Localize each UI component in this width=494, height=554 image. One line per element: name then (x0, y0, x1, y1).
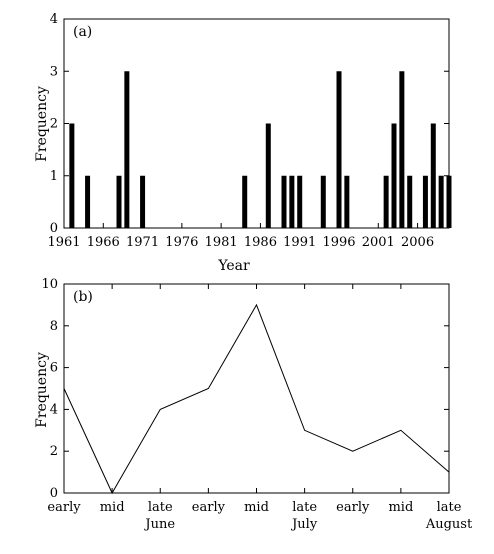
panel-label-b: (b) (73, 289, 93, 305)
bar (116, 175, 122, 228)
plot-frame-a (63, 18, 450, 229)
x-tick-label: 1986 (244, 235, 277, 250)
month-label: June (143, 517, 175, 532)
bar (297, 175, 303, 228)
bar (446, 175, 452, 228)
bar (281, 175, 287, 228)
x-tick-label: late (292, 500, 317, 515)
bar (69, 123, 75, 228)
x-tick-label: early (47, 500, 81, 515)
month-label: July (290, 517, 318, 532)
y-tick-label: 10 (41, 277, 58, 292)
x-tick-label: 1971 (126, 235, 159, 250)
bar (320, 175, 326, 228)
bar (344, 175, 350, 228)
x-tick-label: early (336, 500, 370, 515)
plot-frame-b (63, 283, 450, 494)
bar (407, 175, 413, 228)
x-tick-label: late (148, 500, 173, 515)
y-axis-title-a: Frequency (34, 86, 50, 162)
y-tick-label: 1 (50, 169, 58, 184)
x-tick-label: 1991 (283, 235, 316, 250)
bar (85, 175, 91, 228)
series-line-b (63, 303, 450, 495)
x-tick-label: late (437, 500, 462, 515)
x-tick-label: 1966 (87, 235, 120, 250)
y-axis-a: 0 1 2 3 4 (50, 12, 449, 236)
panel-b: 0 2 4 6 8 10 early mid late early mid late early mid… (34, 277, 473, 532)
x-tick-label: mid (244, 500, 269, 515)
bar (383, 175, 389, 228)
x-tick-label: 2001 (362, 235, 395, 250)
bar (422, 175, 428, 228)
x-tick-label: 2006 (401, 235, 434, 250)
bar (242, 175, 248, 228)
x-tick-label: mid (100, 500, 125, 515)
y-tick-label: 4 (50, 12, 58, 27)
y-axis-b: 0 2 4 6 8 10 (41, 277, 449, 501)
x-tick-label: mid (388, 500, 413, 515)
bar (265, 123, 271, 228)
y-tick-label: 2 (50, 117, 58, 132)
month-label: August (425, 517, 473, 532)
bar (438, 175, 444, 228)
bar-series-a (69, 71, 452, 228)
x-tick-label: 1976 (165, 235, 198, 250)
bar (399, 71, 405, 228)
y-tick-label: 3 (50, 64, 58, 79)
x-tick-label: 1981 (205, 235, 238, 250)
y-tick-label: 0 (50, 221, 58, 236)
bar (124, 71, 130, 228)
y-axis-title-b: Frequency (34, 352, 50, 428)
x-axis-a: 1961 1966 1971 1976 1981 1986 1991 1996 2001 2006 (47, 223, 434, 250)
x-tick-label: 1996 (322, 235, 355, 250)
bar (430, 123, 436, 228)
x-axis-b: early mid late early mid late early mid late June… (47, 284, 473, 532)
y-tick-label: 0 (50, 486, 58, 501)
y-tick-label: 4 (50, 402, 58, 417)
x-tick-label: early (192, 500, 226, 515)
bar (289, 175, 295, 228)
panel-label-a: (a) (73, 24, 92, 40)
bar (391, 123, 397, 228)
bar (336, 71, 342, 228)
bar (140, 175, 146, 228)
x-tick-label: 1961 (47, 235, 80, 250)
y-tick-label: 2 (50, 444, 58, 459)
y-tick-label: 6 (50, 361, 58, 376)
y-tick-label: 8 (50, 319, 58, 334)
panel-a: 0 1 2 3 4 1961 1966 1971 1976 1981 1986 1991 1996 20… (34, 12, 452, 274)
x-axis-title-a: Year (217, 258, 250, 274)
